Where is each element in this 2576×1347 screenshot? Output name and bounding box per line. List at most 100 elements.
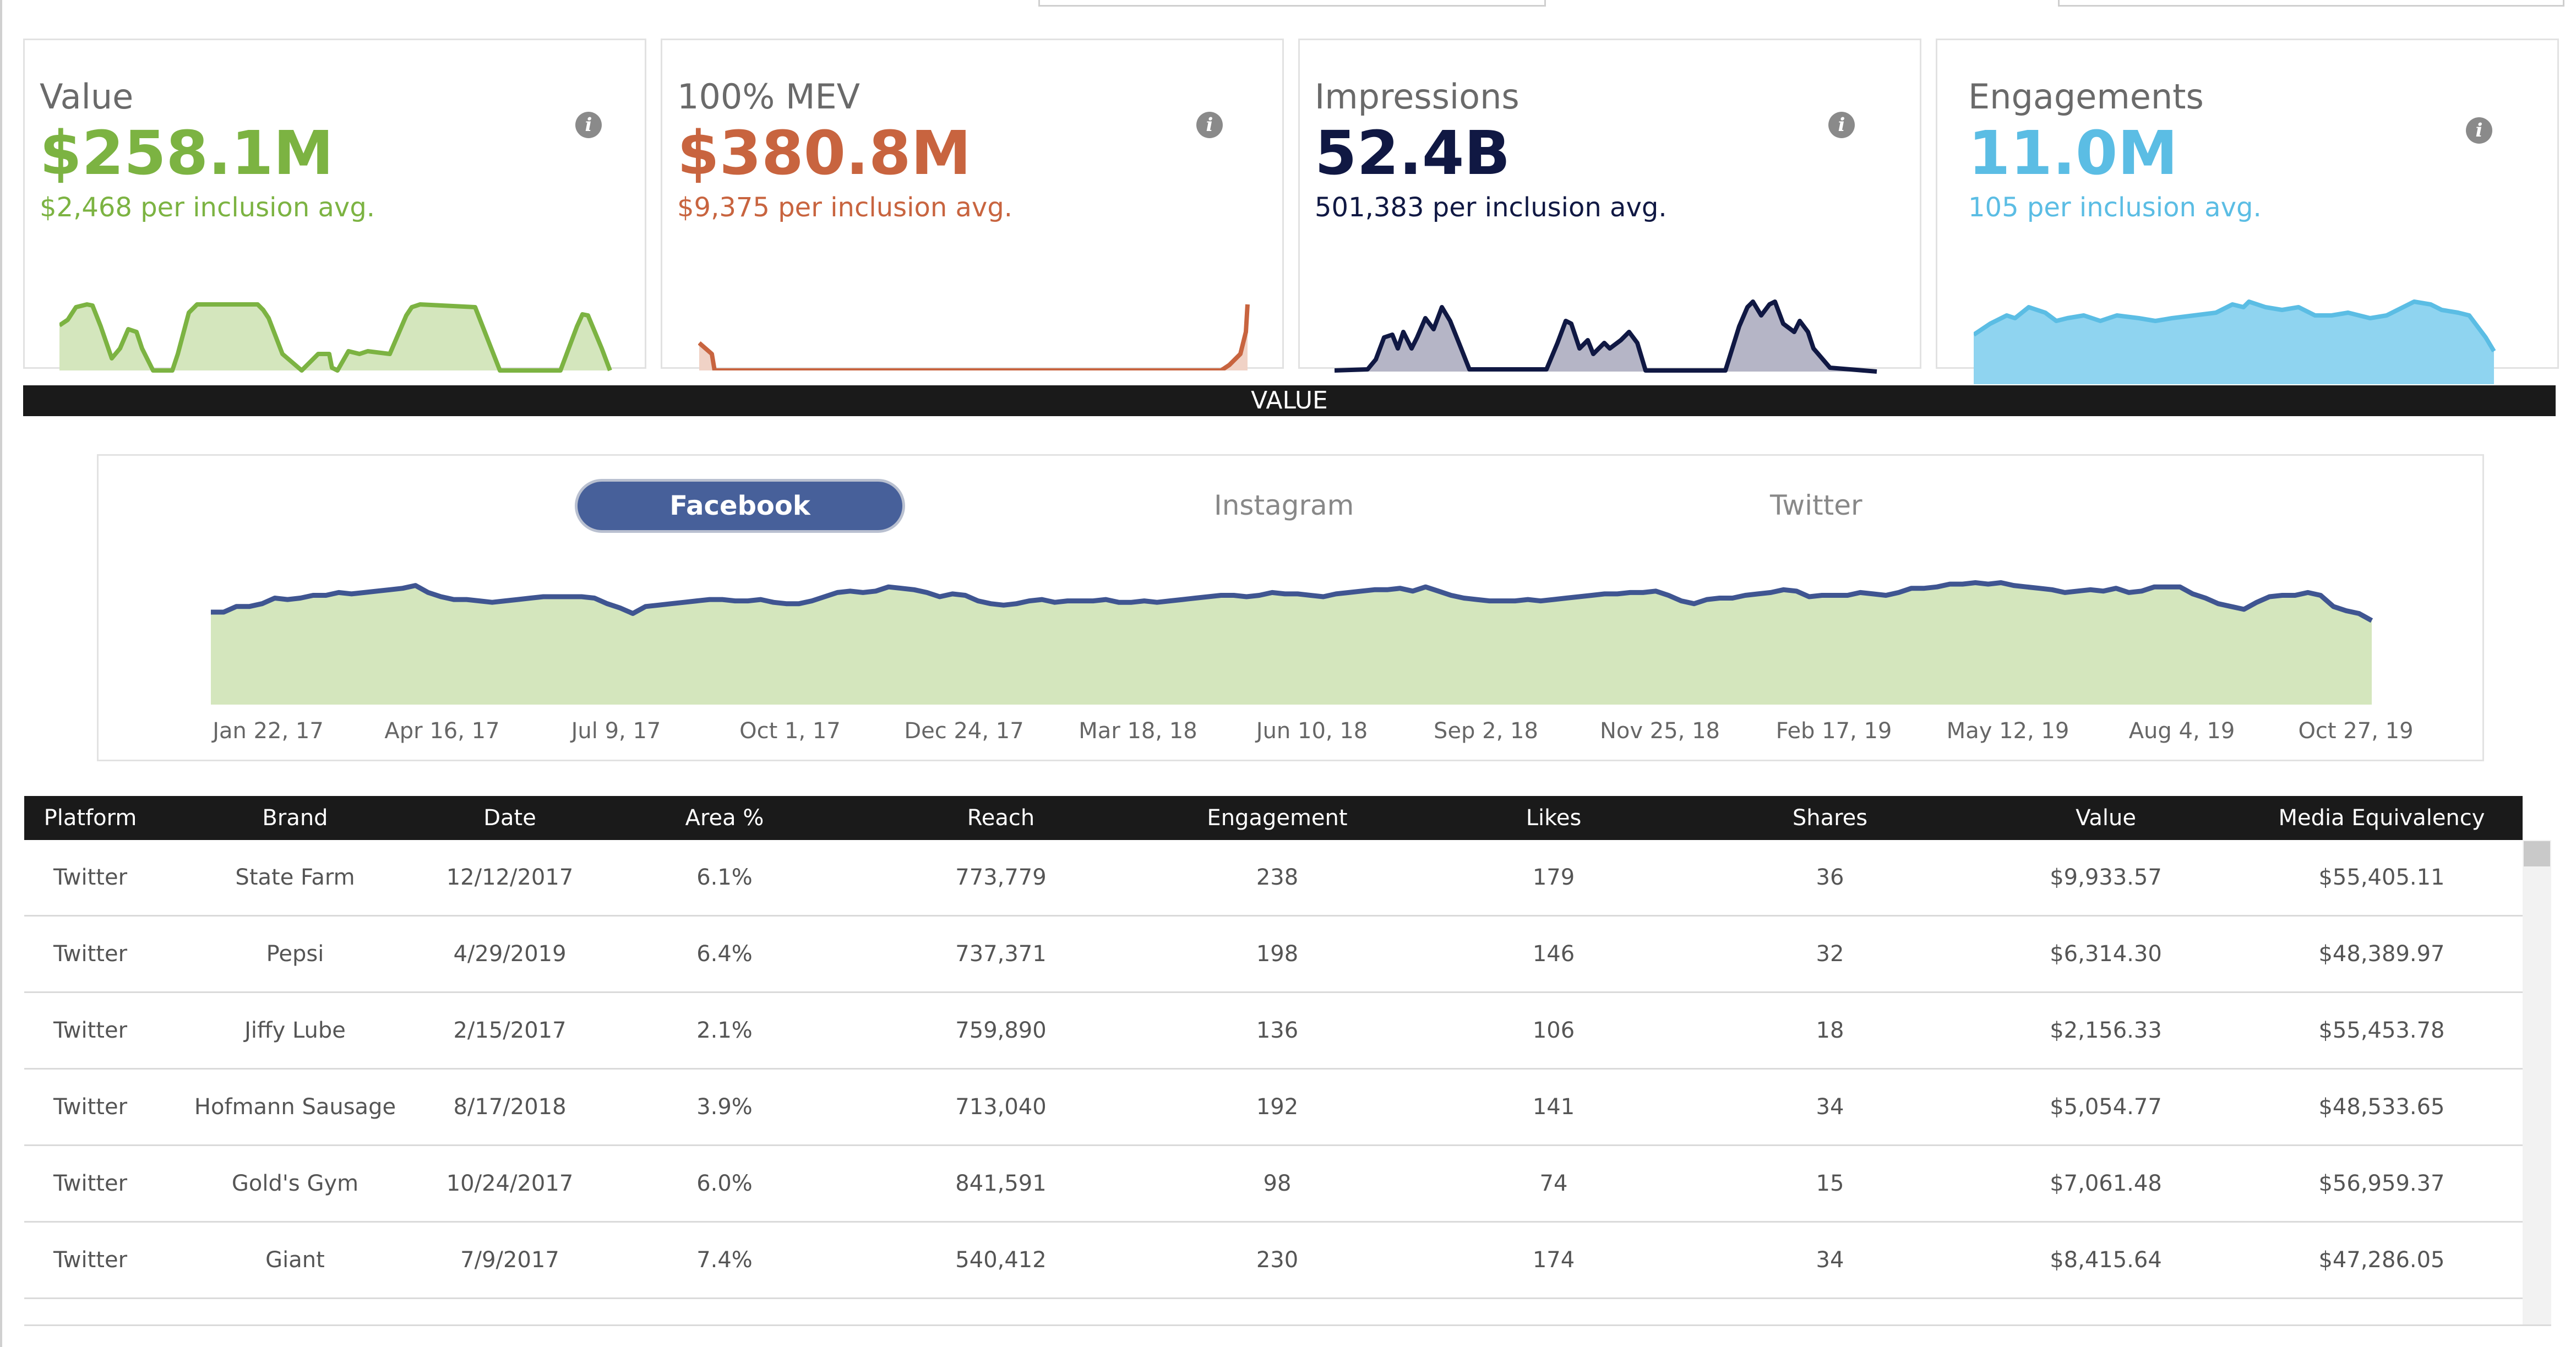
table-cell: $9,933.57 (2050, 865, 2162, 890)
card-value: $380.8M (677, 118, 971, 188)
table-cell: 238 (1256, 865, 1299, 890)
table-cell: Jiffy Lube (244, 1018, 346, 1043)
table-cell: $5,054.77 (2050, 1094, 2162, 1120)
table-cell: $55,453.78 (2318, 1018, 2445, 1043)
table-row[interactable]: Twitter Hofmann Sausage 8/17/2018 3.9% 713,0… (24, 1070, 2523, 1146)
table-cell: 15 (1816, 1171, 1844, 1196)
section-header: VALUE (23, 385, 2556, 416)
info-icon[interactable]: i (2466, 117, 2492, 144)
table-cell: $48,389.97 (2318, 941, 2445, 967)
section-title: VALUE (1251, 386, 1328, 415)
table-cell: 8/17/2018 (453, 1094, 567, 1120)
column-header[interactable]: Reach (967, 805, 1035, 831)
table-row[interactable]: Twitter Gold's Gym 10/24/2017 6.0% 841,591 98… (24, 1146, 2523, 1223)
table-bottom-border (24, 1324, 2551, 1326)
info-icon[interactable]: i (575, 112, 602, 138)
table-cell: 170 (1533, 1299, 1575, 1324)
tab-facebook[interactable]: Facebook (575, 479, 905, 533)
table-cell: $48,533.65 (2318, 1094, 2445, 1120)
mev-card: 100% MEV $380.8M $9,375 per inclusion av… (661, 39, 1284, 370)
table-cell: $55,405.11 (2318, 865, 2445, 890)
card-value: 52.4B (1315, 118, 1511, 188)
table-row[interactable]: Twitter Pepsi 6/2/2018 8.4% 823,550 225 170 35 $… (24, 1299, 2523, 1324)
x-tick-label: Jan 22, 17 (213, 718, 324, 744)
table-cell: 174 (1532, 1247, 1575, 1273)
x-tick-label: Oct 1, 17 (739, 718, 841, 744)
table-scrollbar[interactable] (2523, 840, 2551, 1324)
table-cell: $15,093.34 (2043, 1299, 2169, 1324)
table-cell: 192 (1256, 1094, 1299, 1120)
value-sparkline (59, 302, 612, 373)
table-row[interactable]: Twitter Giant 7/9/2017 7.4% 540,412 230 174 34 $… (24, 1223, 2523, 1299)
table-cell: 74 (1539, 1171, 1568, 1196)
x-tick-label: Sep 2, 18 (1434, 718, 1538, 744)
table-cell: 737,371 (955, 941, 1047, 967)
info-icon[interactable]: i (1828, 112, 1855, 138)
card-title: Value (40, 77, 134, 117)
card-title: Engagements (1968, 77, 2204, 117)
table-cell: $65,500.92 (2318, 1299, 2444, 1324)
table-cell: $2,156.33 (2050, 1018, 2162, 1043)
column-header[interactable]: Date (483, 805, 536, 831)
value-area-chart (211, 580, 2373, 705)
table-cell: Twitter (53, 1018, 128, 1043)
table-cell: 225 (1256, 1299, 1298, 1324)
top-filter-box[interactable] (2058, 0, 2564, 7)
column-header[interactable]: Engagement (1207, 805, 1348, 831)
card-title: 100% MEV (677, 77, 861, 117)
engagements-card: Engagements 11.0M 105 per inclusion avg.… (1936, 39, 2559, 384)
table-cell: Pepsi (266, 941, 324, 967)
x-tick-label: Aug 4, 19 (2128, 718, 2235, 744)
tab-instagram[interactable]: Instagram (1214, 489, 1354, 521)
column-header[interactable]: Media Equivalency (2278, 805, 2485, 831)
table-row[interactable]: Twitter Jiffy Lube 2/15/2017 2.1% 759,890 136… (24, 993, 2523, 1070)
table-cell: Hofmann Sausage (194, 1094, 396, 1120)
table-row[interactable]: Twitter Pepsi 4/29/2019 6.4% 737,371 198 146 32… (24, 917, 2523, 993)
column-header[interactable]: Area % (685, 805, 764, 831)
info-icon[interactable]: i (1196, 112, 1223, 138)
card-value: 11.0M (1968, 118, 2178, 188)
table-cell: 32 (1816, 941, 1844, 967)
column-header[interactable]: Shares (1792, 805, 1868, 831)
table-cell: 6.1% (696, 865, 753, 890)
table-row[interactable]: Twitter State Farm 12/12/2017 6.1% 773,779 23… (24, 840, 2523, 917)
impressions-sparkline (1335, 299, 1877, 374)
table-cell: Twitter (53, 865, 128, 890)
value-card: Value $258.1M $2,468 per inclusion avg. … (23, 39, 646, 373)
x-tick-label: Nov 25, 18 (1599, 718, 1720, 744)
table-cell: Twitter (53, 1299, 127, 1324)
tab-twitter[interactable]: Twitter (1770, 489, 1862, 521)
table-cell: 540,412 (955, 1247, 1047, 1273)
table-cell: 35 (1816, 1299, 1844, 1324)
table-scrollbar-thumb[interactable] (2524, 841, 2550, 866)
table-cell: 146 (1532, 941, 1575, 967)
top-filter-box[interactable] (1038, 0, 1546, 7)
card-average: 501,383 per inclusion avg. (1315, 192, 1667, 223)
table-cell: 2.1% (696, 1018, 753, 1043)
table-cell: 10/24/2017 (446, 1171, 574, 1196)
table-cell: 198 (1256, 941, 1299, 967)
x-tick-label: Apr 16, 17 (384, 718, 500, 744)
table-cell: 3.9% (696, 1094, 753, 1120)
card-average: 105 per inclusion avg. (1968, 192, 2262, 223)
column-header[interactable]: Value (2076, 805, 2136, 831)
table-cell: 713,040 (955, 1094, 1047, 1120)
engagements-sparkline (1974, 299, 2496, 384)
impressions-card: Impressions 52.4B 501,383 per inclusion … (1298, 39, 1921, 374)
table-cell: 141 (1532, 1094, 1575, 1120)
table-cell: 773,779 (955, 865, 1047, 890)
table-cell: $47,286.05 (2318, 1247, 2445, 1273)
column-header[interactable]: Likes (1526, 805, 1582, 831)
chart-area-fill (211, 582, 2372, 705)
table-cell: 36 (1816, 865, 1844, 890)
table-cell: State Farm (235, 865, 355, 890)
column-header[interactable]: Brand (262, 805, 328, 831)
chart-series-line (211, 580, 2373, 623)
table-cell: 34 (1816, 1247, 1844, 1273)
table-cell: Gold's Gym (231, 1171, 359, 1196)
column-header[interactable]: Platform (43, 805, 137, 831)
table-cell: 34 (1816, 1094, 1844, 1120)
table-cell: 759,890 (955, 1018, 1047, 1043)
table-cell: $56,959.37 (2318, 1171, 2445, 1196)
table-body[interactable]: Twitter State Farm 12/12/2017 6.1% 773,779 23… (24, 840, 2523, 1324)
